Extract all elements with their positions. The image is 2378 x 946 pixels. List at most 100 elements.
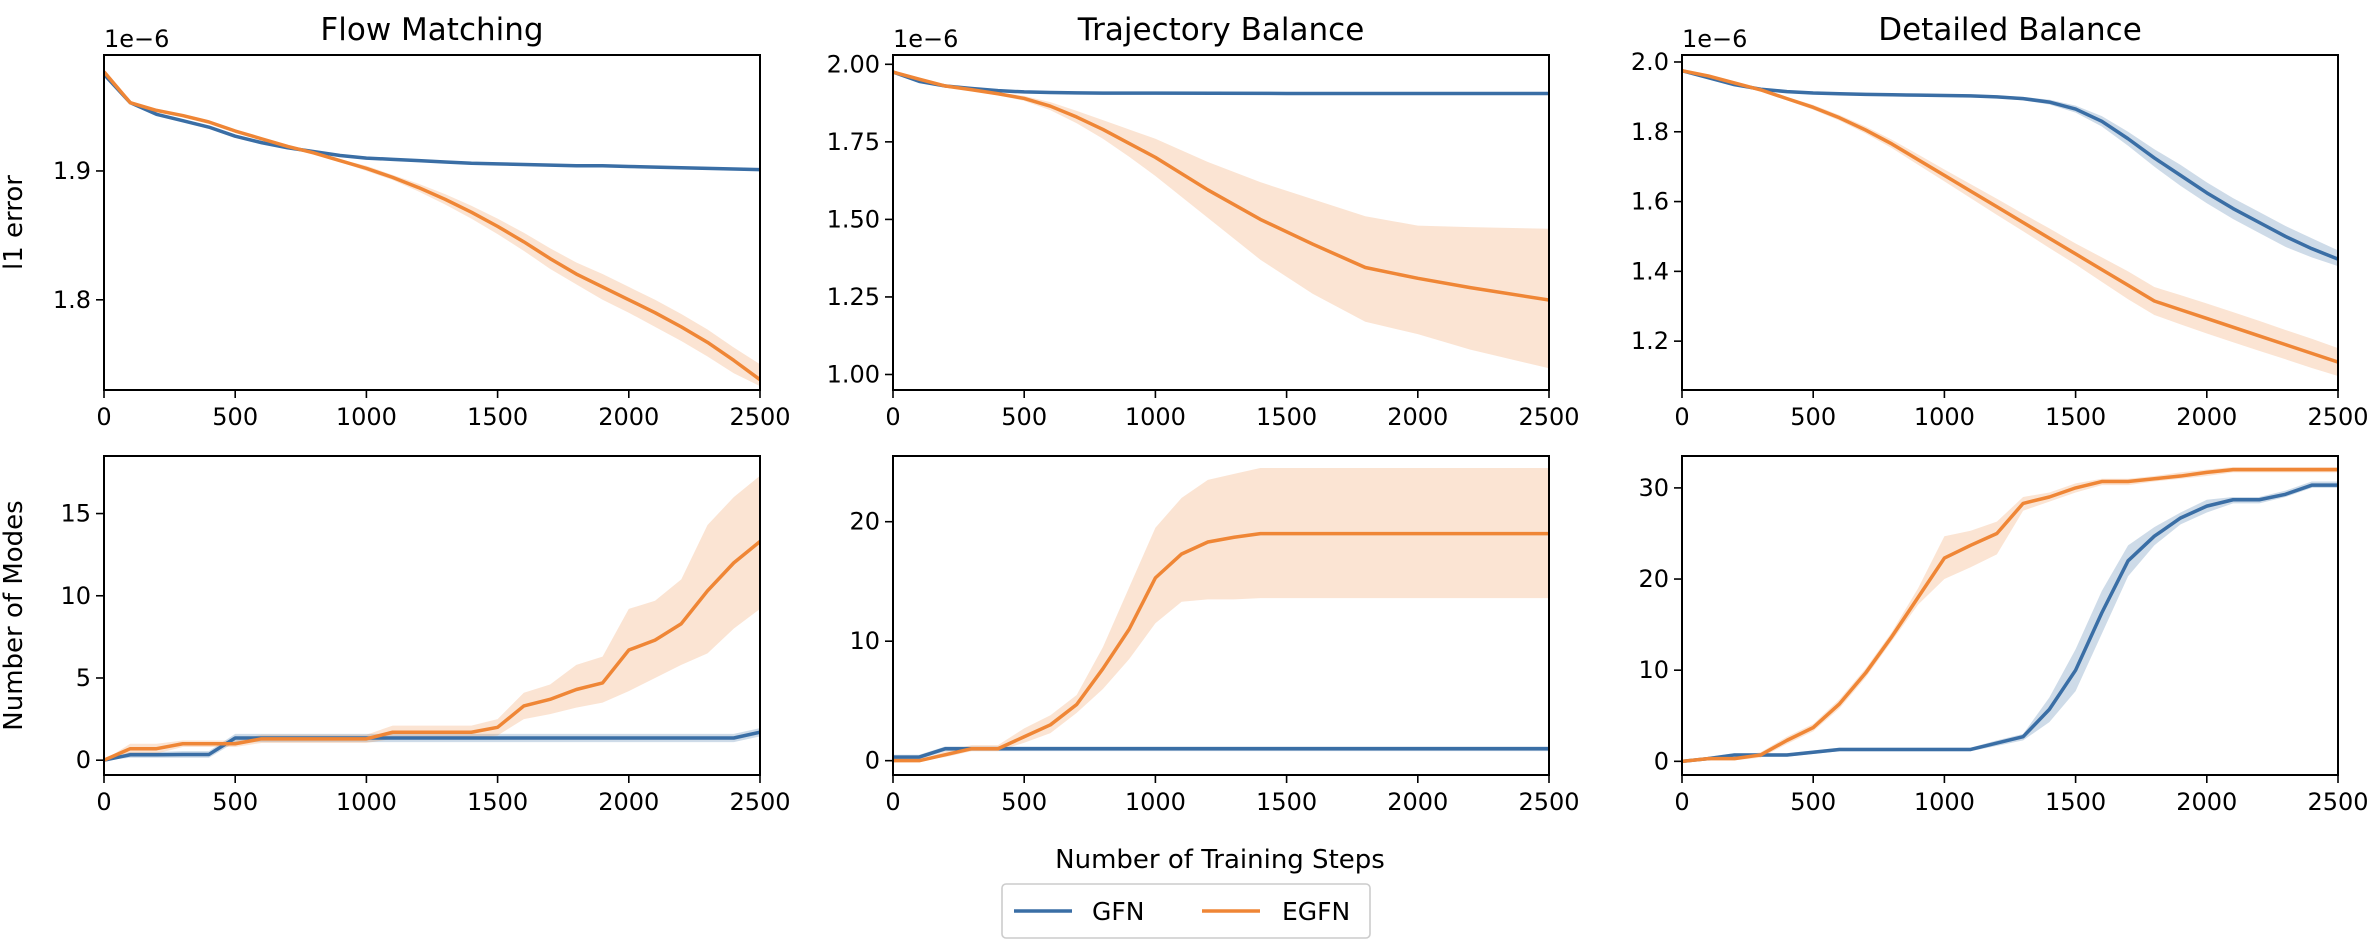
y-tick-label: 1.8 xyxy=(1631,118,1669,146)
series-line-egfn xyxy=(1682,467,2338,764)
y-tick-label: 1.00 xyxy=(827,360,880,388)
series-line-gfn xyxy=(104,730,760,762)
x-tick-label: 1500 xyxy=(467,403,528,431)
series-line-gfn xyxy=(1682,69,2338,261)
series-line-gfn xyxy=(893,746,1549,759)
series-line-egfn xyxy=(1682,68,2338,364)
x-tick-label: 2000 xyxy=(2176,403,2237,431)
y-tick-label: 2.0 xyxy=(1631,48,1669,76)
x-tick-label: 1500 xyxy=(1256,788,1317,816)
x-tick-label: 2500 xyxy=(729,403,790,431)
series-line-gfn xyxy=(104,73,760,172)
series-line-gfn xyxy=(893,70,1549,96)
x-tick-label: 1000 xyxy=(1914,403,1975,431)
x-tick-label: 1000 xyxy=(336,788,397,816)
series-line-gfn xyxy=(1682,483,2338,764)
legend-label-egfn: EGFN xyxy=(1282,897,1350,926)
chart-title: Flow Matching xyxy=(320,12,543,48)
y-tick-label: 1.6 xyxy=(1631,188,1669,216)
y-tick-label: 0 xyxy=(1654,747,1669,775)
axis-offset-text: 1e−6 xyxy=(104,25,169,53)
y-tick-label: 1.25 xyxy=(827,283,880,311)
chart-title: Trajectory Balance xyxy=(1077,12,1365,48)
x-tick-label: 2500 xyxy=(1518,788,1579,816)
panel-fm-modes: 0 500 1000 1500 2000 2500 0 5 10 15 Number of Mode… xyxy=(0,455,791,816)
y-tick-label: 10 xyxy=(849,627,880,655)
axes-frame xyxy=(103,54,761,391)
band-gfn xyxy=(1682,70,2338,267)
x-tick-label: 1500 xyxy=(2045,403,2106,431)
band-gfn xyxy=(104,74,760,171)
y-axis-label: l1 error xyxy=(0,175,29,270)
x-tick-label: 1500 xyxy=(2045,788,2106,816)
band-egfn xyxy=(1682,70,2338,377)
y-tick-label: 20 xyxy=(849,508,880,536)
chart-title: Detailed Balance xyxy=(1878,12,2142,48)
x-tick-label: 0 xyxy=(96,788,111,816)
series-line-egfn xyxy=(893,531,1549,763)
axes-frame xyxy=(892,54,1550,391)
panel-db-error: 0 500 1000 1500 2000 2500 1.2 1.4 1.6 1.8 2.0 Detai… xyxy=(1631,12,2369,431)
x-tick-label: 2000 xyxy=(2176,788,2237,816)
band-egfn xyxy=(1682,466,2338,762)
x-tick-label: 1000 xyxy=(1125,403,1186,431)
axes-frame xyxy=(103,455,761,776)
panel-db-modes: 0 500 1000 1500 2000 2500 0 10 20 30 xyxy=(1638,455,2369,816)
x-tick-label: 1500 xyxy=(467,788,528,816)
axis-offset-text: 1e−6 xyxy=(1682,25,1747,53)
x-axis-label: Number of Training Steps xyxy=(1055,845,1385,875)
y-tick-label: 10 xyxy=(60,582,91,610)
x-tick-label: 1000 xyxy=(336,403,397,431)
panel-tb-modes: 0 500 1000 1500 2000 2500 0 10 20 xyxy=(849,455,1580,816)
y-tick-label: 1.4 xyxy=(1631,257,1669,285)
x-tick-label: 2500 xyxy=(1518,403,1579,431)
x-tick-label: 2000 xyxy=(598,788,659,816)
x-tick-label: 2000 xyxy=(1387,788,1448,816)
x-tick-label: 500 xyxy=(1001,403,1047,431)
x-tick-label: 1500 xyxy=(1256,403,1317,431)
y-axis-label: Number of Modes xyxy=(0,500,29,730)
y-tick-label: 0 xyxy=(865,747,880,775)
y-tick-label: 0 xyxy=(76,746,91,774)
x-tick-label: 500 xyxy=(1790,403,1836,431)
x-tick-label: 500 xyxy=(212,788,258,816)
x-tick-label: 1000 xyxy=(1914,788,1975,816)
y-tick-label: 1.9 xyxy=(53,157,91,185)
x-tick-label: 2000 xyxy=(598,403,659,431)
band-gfn xyxy=(104,728,760,761)
x-tick-label: 0 xyxy=(96,403,111,431)
axes-frame xyxy=(892,455,1550,776)
y-tick-label: 20 xyxy=(1638,565,1669,593)
y-tick-label: 5 xyxy=(76,664,91,692)
y-tick-label: 30 xyxy=(1638,474,1669,502)
y-tick-label: 2.00 xyxy=(827,50,880,78)
x-tick-label: 0 xyxy=(1674,788,1689,816)
x-tick-label: 500 xyxy=(1001,788,1047,816)
y-tick-label: 1.50 xyxy=(827,205,880,233)
x-tick-label: 2500 xyxy=(2307,403,2368,431)
y-tick-label: 1.75 xyxy=(827,128,880,156)
legend-label-gfn: GFN xyxy=(1092,897,1144,926)
x-tick-label: 0 xyxy=(885,403,900,431)
x-tick-label: 500 xyxy=(1790,788,1836,816)
x-tick-label: 2500 xyxy=(729,788,790,816)
axes-frame xyxy=(1681,455,2339,776)
x-tick-label: 500 xyxy=(212,403,258,431)
series-line-egfn xyxy=(893,70,1549,302)
panel-tb-error: 0 500 1000 1500 2000 2500 1.00 1.25 1.50 1.75 2.00… xyxy=(827,12,1580,431)
x-tick-label: 0 xyxy=(1674,403,1689,431)
y-tick-label: 10 xyxy=(1638,656,1669,684)
panel-fm-error: 0 500 1000 1500 2000 2500 1.8 1.9 Flow Matching 1… xyxy=(0,12,791,431)
legend: GFN EGFN xyxy=(1001,883,1371,939)
y-tick-label: 1.2 xyxy=(1631,327,1669,355)
series-line-egfn xyxy=(104,70,760,382)
band-egfn xyxy=(893,467,1549,761)
x-tick-label: 0 xyxy=(885,788,900,816)
y-tick-label: 1.8 xyxy=(53,286,91,314)
y-tick-label: 15 xyxy=(60,500,91,528)
x-tick-label: 2500 xyxy=(2307,788,2368,816)
band-egfn xyxy=(893,72,1549,369)
x-tick-label: 2000 xyxy=(1387,403,1448,431)
x-tick-label: 1000 xyxy=(1125,788,1186,816)
